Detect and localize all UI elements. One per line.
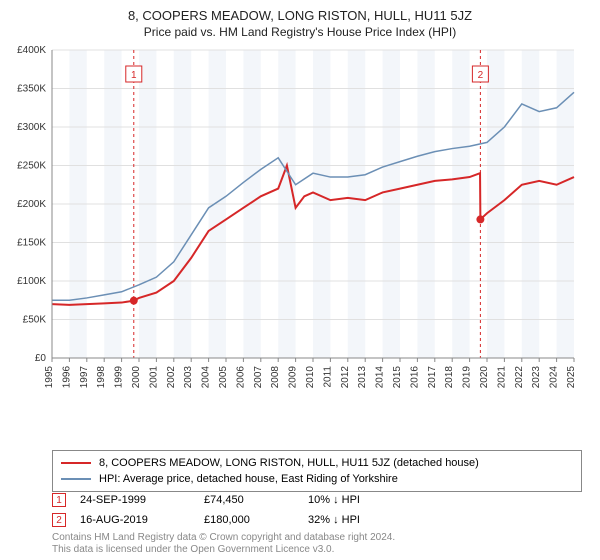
- svg-text:2002: 2002: [166, 366, 177, 389]
- svg-text:£0: £0: [35, 353, 47, 364]
- svg-text:2010: 2010: [305, 366, 316, 389]
- svg-text:2: 2: [478, 70, 484, 81]
- marker-pct-1: 10% ↓ HPI: [308, 494, 408, 506]
- svg-text:2019: 2019: [462, 366, 473, 389]
- svg-text:£100K: £100K: [17, 276, 46, 287]
- marker-badge-2: 2: [52, 513, 66, 527]
- svg-text:1: 1: [131, 70, 137, 81]
- marker-row-1: 1 24-SEP-1999 £74,450 10% ↓ HPI: [52, 490, 582, 510]
- marker-pct-2: 32% ↓ HPI: [308, 514, 408, 526]
- svg-text:2001: 2001: [148, 366, 159, 389]
- svg-text:2024: 2024: [549, 366, 560, 389]
- svg-text:£150K: £150K: [17, 238, 46, 249]
- legend-label-1: 8, COOPERS MEADOW, LONG RISTON, HULL, HU…: [99, 457, 479, 469]
- svg-text:1997: 1997: [79, 366, 90, 389]
- footer-line-1: Contains HM Land Registry data © Crown c…: [52, 532, 395, 543]
- svg-text:2008: 2008: [270, 366, 281, 389]
- svg-text:2004: 2004: [201, 366, 212, 389]
- svg-text:2009: 2009: [288, 366, 299, 389]
- svg-text:£350K: £350K: [17, 84, 46, 95]
- legend-item-2: HPI: Average price, detached house, East…: [61, 471, 573, 487]
- svg-text:2000: 2000: [131, 366, 142, 389]
- svg-text:1999: 1999: [114, 366, 125, 389]
- footer-note: Contains HM Land Registry data © Crown c…: [52, 532, 582, 556]
- chart-svg: £0£50K£100K£150K£200K£250K£300K£350K£400…: [52, 46, 582, 406]
- chart-plot-area: £0£50K£100K£150K£200K£250K£300K£350K£400…: [52, 46, 582, 406]
- marker-table: 1 24-SEP-1999 £74,450 10% ↓ HPI 2 16-AUG…: [52, 490, 582, 530]
- svg-text:2017: 2017: [427, 366, 438, 389]
- svg-text:£200K: £200K: [17, 199, 46, 210]
- chart-title-main: 8, COOPERS MEADOW, LONG RISTON, HULL, HU…: [0, 0, 600, 23]
- svg-text:2016: 2016: [409, 366, 420, 389]
- chart-container: 8, COOPERS MEADOW, LONG RISTON, HULL, HU…: [0, 0, 600, 560]
- svg-text:1998: 1998: [96, 366, 107, 389]
- svg-text:2013: 2013: [357, 366, 368, 389]
- footer-line-2: This data is licensed under the Open Gov…: [52, 544, 334, 555]
- svg-text:2023: 2023: [531, 366, 542, 389]
- svg-text:2020: 2020: [479, 366, 490, 389]
- svg-text:2005: 2005: [218, 366, 229, 389]
- svg-text:£300K: £300K: [17, 122, 46, 133]
- svg-text:2012: 2012: [340, 366, 351, 389]
- marker-badge-1: 1: [52, 493, 66, 507]
- svg-text:1995: 1995: [44, 366, 55, 389]
- svg-text:£50K: £50K: [23, 315, 47, 326]
- svg-text:1996: 1996: [61, 366, 72, 389]
- chart-title-sub: Price paid vs. HM Land Registry's House …: [0, 23, 600, 39]
- marker-date-1: 24-SEP-1999: [80, 494, 190, 506]
- marker-price-1: £74,450: [204, 494, 294, 506]
- legend-swatch-1: [61, 462, 91, 464]
- svg-text:2022: 2022: [514, 366, 525, 389]
- legend-label-2: HPI: Average price, detached house, East…: [99, 473, 398, 485]
- svg-text:2011: 2011: [322, 366, 333, 388]
- legend-swatch-2: [61, 478, 91, 480]
- svg-text:2025: 2025: [566, 366, 577, 389]
- marker-row-2: 2 16-AUG-2019 £180,000 32% ↓ HPI: [52, 510, 582, 530]
- svg-text:2003: 2003: [183, 366, 194, 389]
- svg-text:2021: 2021: [496, 366, 507, 389]
- svg-text:2006: 2006: [235, 366, 246, 389]
- legend-box: 8, COOPERS MEADOW, LONG RISTON, HULL, HU…: [52, 450, 582, 492]
- marker-date-2: 16-AUG-2019: [80, 514, 190, 526]
- svg-text:£400K: £400K: [17, 45, 46, 56]
- marker-price-2: £180,000: [204, 514, 294, 526]
- svg-text:£250K: £250K: [17, 161, 46, 172]
- svg-text:2007: 2007: [253, 366, 264, 389]
- svg-text:2015: 2015: [392, 366, 403, 389]
- svg-text:2014: 2014: [375, 366, 386, 389]
- legend-item-1: 8, COOPERS MEADOW, LONG RISTON, HULL, HU…: [61, 455, 573, 471]
- svg-text:2018: 2018: [444, 366, 455, 389]
